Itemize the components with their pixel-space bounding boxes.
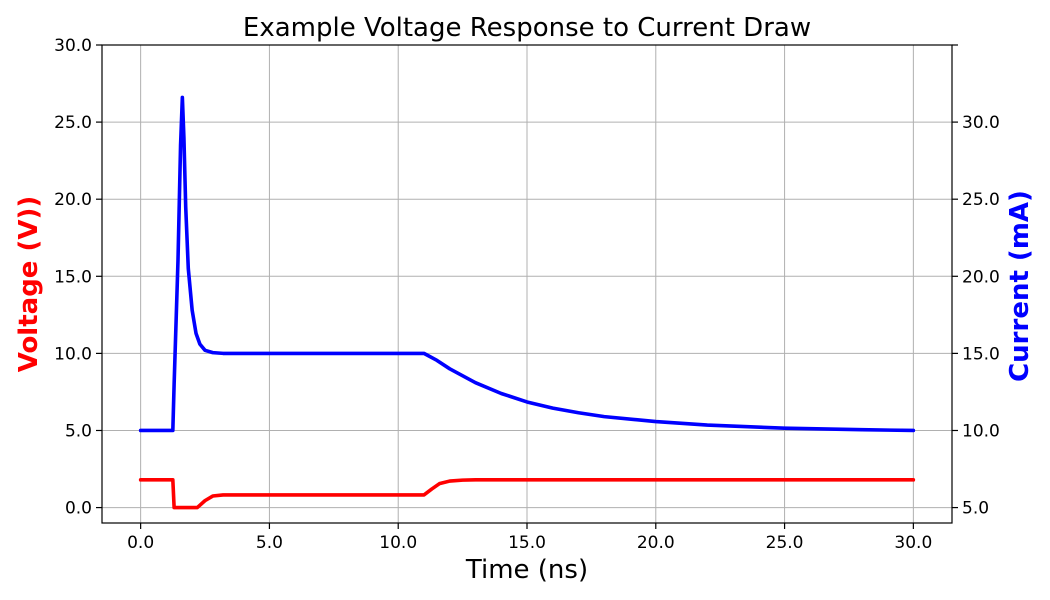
- y-left-tick-label: 30.0: [54, 36, 92, 56]
- y-right-tick-label: 10.0: [962, 421, 1000, 441]
- y-left-tick-label: 25.0: [54, 113, 92, 133]
- y-axis-right-label: Current (mA): [1005, 190, 1035, 382]
- series-layer: [138, 95, 916, 510]
- current-series-line: [138, 95, 916, 433]
- y-left-tick-label: 10.0: [54, 344, 92, 364]
- y-axis-left-label: Voltage (V)): [14, 196, 44, 373]
- y-axis-left: 0.0 5.0 10.0 15.0 20.0 25.0 30.0: [54, 36, 102, 519]
- x-axis-label: Time (ns): [465, 555, 588, 585]
- y-right-tick-label: 5.0: [962, 499, 989, 519]
- y-right-tick-label: 30.0: [962, 113, 1000, 133]
- y-left-tick-label: 20.0: [54, 190, 92, 210]
- chart-title: Example Voltage Response to Current Draw: [243, 13, 811, 43]
- y-right-tick-label: 25.0: [962, 190, 1000, 210]
- y-right-tick-label: 15.0: [962, 344, 1000, 364]
- y-left-tick-label: 15.0: [54, 267, 92, 287]
- x-tick-label: 15.0: [508, 533, 546, 553]
- x-tick-label: 0.0: [127, 533, 154, 553]
- x-tick-label: 25.0: [766, 533, 804, 553]
- x-tick-label: 5.0: [256, 533, 283, 553]
- y-axis-right: 5.0 10.0 15.0 20.0 25.0 30.0: [952, 44, 1000, 519]
- y-right-tick-label: 20.0: [962, 267, 1000, 287]
- voltage-series-line: [138, 478, 916, 510]
- x-axis: 0.0 5.0 10.0 15.0 20.0 25.0 30.0: [127, 523, 932, 553]
- x-tick-label: 10.0: [379, 533, 417, 553]
- x-tick-label: 30.0: [894, 533, 932, 553]
- y-left-tick-label: 5.0: [65, 421, 92, 441]
- x-tick-label: 20.0: [637, 533, 675, 553]
- grid: [102, 44, 952, 523]
- y-left-tick-label: 0.0: [65, 499, 92, 519]
